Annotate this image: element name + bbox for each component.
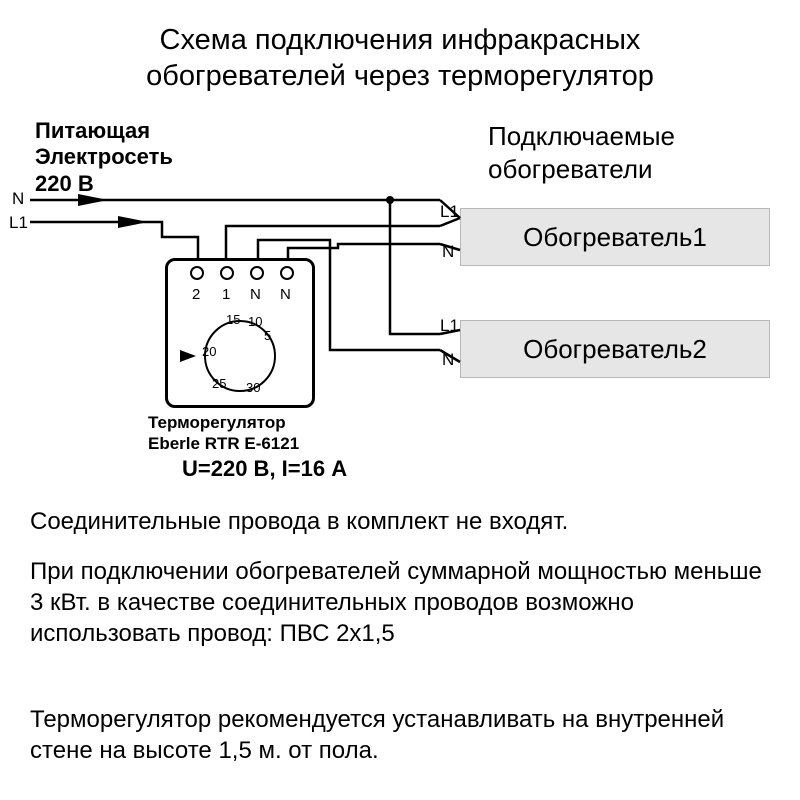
para-1: Соединительные провода в комплект не вхо…: [30, 506, 770, 537]
wiring-diagram: [0, 0, 800, 500]
para-3: Терморегулятор рекомендуется устанавлива…: [30, 704, 770, 766]
para-2: При подключении обогревателей суммарной …: [30, 556, 770, 650]
